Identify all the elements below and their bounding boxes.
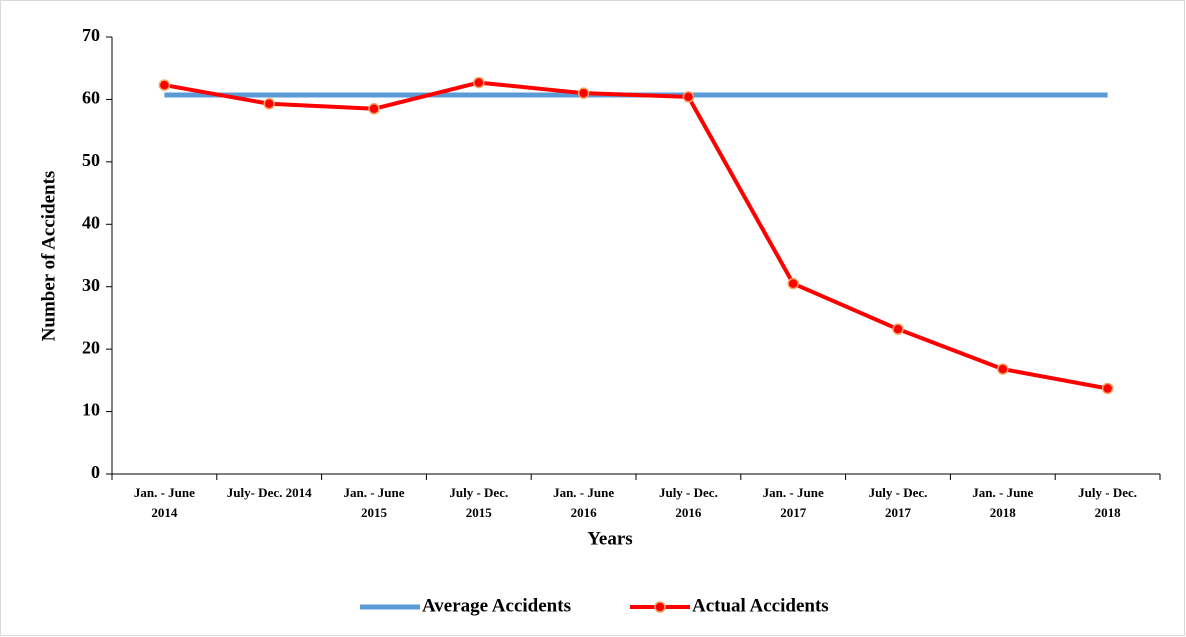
y-tick-label: 70 xyxy=(82,25,100,45)
y-axis-title: Number of Accidents xyxy=(38,171,59,342)
x-tick-label-line: July - Dec. xyxy=(659,485,718,500)
x-tick-label-line: 2017 xyxy=(780,505,807,520)
data-point xyxy=(473,76,485,89)
x-tick-label-line: July - Dec. xyxy=(449,485,508,500)
x-axis-title: Years xyxy=(587,528,632,549)
x-tick-label-line: 2015 xyxy=(361,505,388,520)
x-tick-label-line: 2018 xyxy=(1095,505,1122,520)
x-tick-label: July - Dec. 2015 xyxy=(449,485,508,520)
y-tick-label: 60 xyxy=(82,88,100,108)
data-point xyxy=(577,87,590,99)
x-tick-label-line: Jan. - June xyxy=(134,485,195,500)
data-point xyxy=(997,363,1009,375)
x-tick-label-line: 2014 xyxy=(151,505,178,520)
y-tick-label: 20 xyxy=(82,337,100,357)
x-tick-label-line: Jan. - June xyxy=(972,485,1033,500)
x-tick-label-line: 2016 xyxy=(675,505,702,520)
x-tick-label: July - Dec. 2017 xyxy=(869,485,928,520)
data-point xyxy=(368,103,380,115)
data-point xyxy=(787,277,799,290)
x-tick-label: Jan. - June 2015 xyxy=(343,485,404,520)
x-tick-label: July- Dec. 2014 xyxy=(227,485,312,500)
x-tick-label: Jan. - June 2018 xyxy=(972,485,1033,520)
data-point xyxy=(158,79,171,91)
series-line xyxy=(164,80,1108,391)
y-tick-label: 0 xyxy=(91,462,100,482)
x-tick-label: Jan. - June 2014 xyxy=(134,485,195,520)
legend-label: Average Accidents xyxy=(422,595,571,616)
x-tick-label-line: Jan. - June xyxy=(763,485,824,500)
legend-marker xyxy=(654,601,666,613)
y-tick-label: 30 xyxy=(82,275,100,295)
y-tick-label: 50 xyxy=(82,150,100,170)
x-tick-label-line: July - Dec. xyxy=(869,485,928,500)
legend-label: Actual Accidents xyxy=(692,595,829,616)
x-tick-label-line: 2018 xyxy=(990,505,1017,520)
data-point xyxy=(892,323,904,335)
y-tick-label: 10 xyxy=(82,400,100,420)
data-point xyxy=(1101,382,1114,395)
x-tick-label-line: 2017 xyxy=(885,505,912,520)
x-tick-label-line: Jan. - June xyxy=(343,485,404,500)
x-tick-label: July - Dec. 2018 xyxy=(1078,485,1137,520)
x-tick-label-line: 2016 xyxy=(571,505,598,520)
x-tick-label-line: July - Dec. xyxy=(1078,485,1137,500)
x-tick-label-line: July- Dec. 2014 xyxy=(227,485,312,500)
data-point xyxy=(682,91,695,103)
x-tick-label-line: 2015 xyxy=(466,505,493,520)
data-point xyxy=(263,98,275,110)
x-tick-label-line: Jan. - June xyxy=(553,485,614,500)
x-tick-label: July - Dec. 2016 xyxy=(659,485,718,520)
x-tick-label: Jan. - June 2017 xyxy=(763,485,824,520)
x-tick-label: Jan. - June 2016 xyxy=(553,485,614,520)
y-tick-label: 40 xyxy=(82,212,100,232)
